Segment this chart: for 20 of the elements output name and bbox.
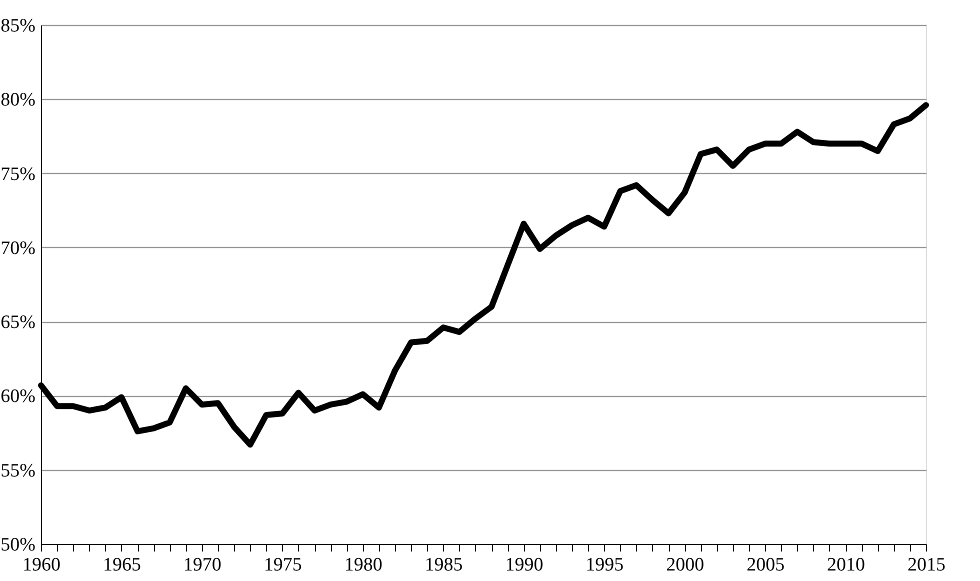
x-tick-label: 2005: [746, 554, 785, 576]
x-tick-label: 1960: [22, 554, 60, 576]
x-tick-label: 1980: [344, 554, 382, 576]
y-tick-label: 70%: [0, 238, 36, 259]
y-tick-label: 75%: [0, 164, 36, 185]
x-tick-label: 1965: [102, 554, 141, 576]
x-tick-label: 1975: [264, 554, 302, 576]
y-tick-label: 60%: [0, 386, 36, 408]
x-tick-label: 2000: [666, 554, 704, 576]
y-tick-label: 50%: [0, 534, 36, 556]
x-tick-label: 1970: [183, 554, 222, 576]
y-tick-label: 65%: [0, 312, 36, 334]
x-tick-label: 2010: [827, 554, 866, 576]
x-tick-label: 1985: [424, 554, 463, 576]
x-tick-label: 2015: [908, 554, 946, 576]
y-tick-label: 80%: [0, 90, 36, 111]
x-tick-label: 1995: [586, 554, 624, 576]
x-tick-label: 1990: [505, 554, 544, 576]
y-tick-label: 55%: [0, 460, 36, 482]
y-tick-label: 85%: [0, 16, 36, 36]
